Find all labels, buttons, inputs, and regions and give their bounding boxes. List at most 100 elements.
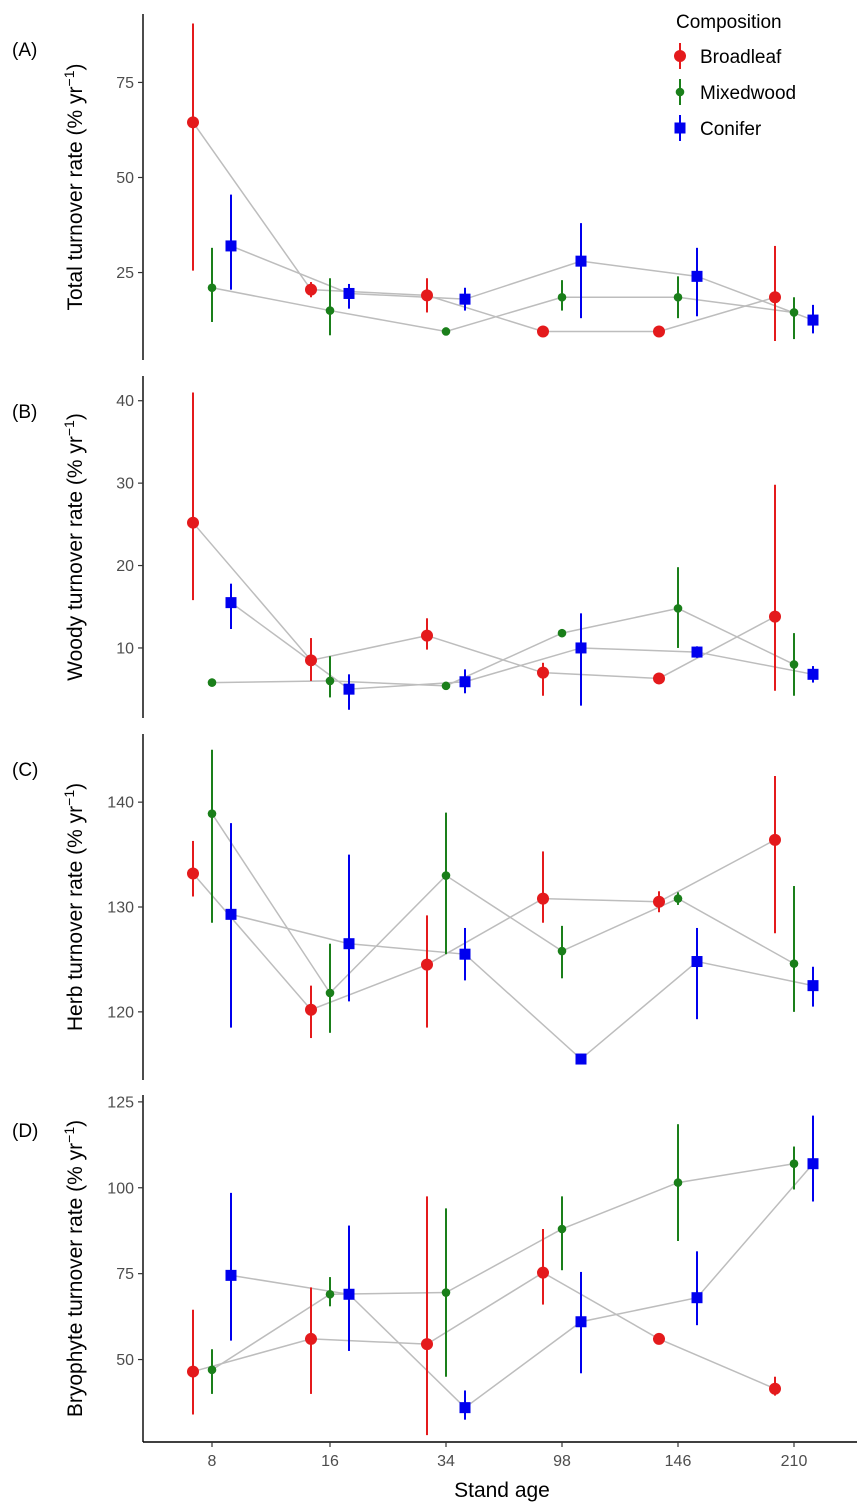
legend-item-conifer: Conifer — [674, 115, 762, 141]
panel-b: 10 20 30 40 (B) Woody turnover rate (% yr−1) — [12, 376, 819, 718]
x-tick-label: 146 — [665, 1453, 692, 1470]
y-tick-label: 75 — [116, 1266, 134, 1283]
data-point-mixedwood — [557, 628, 567, 638]
series-line-broadleaf — [192, 522, 776, 680]
data-point-conifer — [459, 1402, 471, 1414]
y-tick-label: 120 — [107, 1004, 134, 1021]
panel-c: 120 130 140 (C) Herb turnover rate (% yr−1) — [12, 734, 819, 1080]
data-point-mixedwood — [207, 809, 217, 818]
data-point-conifer — [459, 676, 471, 688]
x-tick-label: 34 — [437, 1453, 455, 1470]
legend-label: Mixedwood — [700, 83, 796, 104]
y-axis-title-exponent: −1 — [61, 70, 77, 86]
y-tick-label: 100 — [107, 1180, 134, 1197]
y-axis-title-unit: (% yr — [64, 86, 87, 135]
data-point-mixedwood — [325, 676, 335, 686]
y-tick-label: 75 — [116, 75, 134, 92]
data-point-mixedwood — [789, 959, 799, 968]
data-point-broadleaf — [653, 325, 665, 338]
data-point-broadleaf — [421, 1338, 433, 1351]
data-point-mixedwood — [789, 660, 799, 669]
data-point-mixedwood — [441, 327, 451, 336]
data-point-conifer — [691, 1292, 703, 1304]
panel-tag: (D) — [12, 1121, 38, 1142]
data-point-mixedwood — [673, 292, 683, 302]
y-axis-title-close: ) — [64, 63, 87, 70]
data-point-conifer — [225, 240, 237, 252]
y-tick-label: 10 — [116, 640, 134, 657]
data-point-mixedwood — [207, 678, 217, 687]
y-axis-title-close: ) — [64, 783, 87, 790]
data-point-conifer — [225, 597, 237, 609]
data-point-broadleaf — [653, 895, 665, 908]
data-point-broadleaf — [653, 1332, 665, 1345]
legend-key-marker — [675, 87, 685, 97]
data-point-mixedwood — [441, 681, 451, 691]
y-axis-title-unit: (% yr — [64, 806, 87, 855]
y-axis-title-unit: (% yr — [64, 1143, 87, 1192]
data-point-broadleaf — [305, 654, 317, 667]
data-point-mixedwood — [441, 871, 451, 880]
y-axis-title-text: Woody turnover rate — [64, 491, 87, 681]
data-point-broadleaf — [653, 672, 665, 685]
x-tick-label: 210 — [781, 1453, 808, 1470]
data-point-conifer — [343, 287, 355, 299]
data-point-broadleaf — [421, 289, 433, 302]
y-axis-title-unit: (% yr — [64, 436, 87, 485]
data-point-broadleaf — [305, 1003, 317, 1016]
data-point-broadleaf — [187, 516, 199, 529]
data-point-mixedwood — [557, 1224, 567, 1234]
series-line-broadleaf — [192, 121, 776, 333]
data-point-broadleaf — [537, 892, 549, 905]
data-point-conifer — [225, 1269, 237, 1281]
y-axis-title-text: Herb turnover rate — [64, 861, 87, 1031]
data-point-mixedwood — [789, 1159, 799, 1169]
series-line-broadleaf — [192, 1271, 776, 1390]
legend-key-marker — [674, 50, 686, 62]
data-point-conifer — [343, 1288, 355, 1300]
y-tick-label: 50 — [116, 170, 134, 187]
data-point-conifer — [459, 948, 471, 960]
y-tick-label: 130 — [107, 900, 134, 917]
y-axis-title-exponent: −1 — [61, 1127, 77, 1143]
y-tick-label: 140 — [107, 795, 134, 812]
panel-tag: (B) — [12, 402, 37, 423]
y-axis-title: Herb turnover rate (% yr−1) — [61, 783, 87, 1031]
y-tick-label: 30 — [116, 476, 134, 493]
data-point-broadleaf — [305, 283, 317, 296]
data-point-broadleaf — [421, 958, 433, 971]
y-axis-title-close: ) — [64, 1120, 87, 1127]
data-point-broadleaf — [537, 666, 549, 679]
data-point-broadleaf — [537, 1266, 549, 1279]
legend: Composition Broadleaf Mixedwood Conifer — [674, 12, 796, 141]
legend-title: Composition — [676, 12, 782, 33]
data-point-conifer — [343, 938, 355, 950]
data-point-broadleaf — [769, 291, 781, 304]
data-point-mixedwood — [325, 306, 335, 315]
data-point-broadleaf — [187, 1365, 199, 1378]
data-point-conifer — [691, 956, 703, 968]
data-point-mixedwood — [789, 308, 799, 317]
series-line-mixedwood — [211, 607, 795, 687]
series-line-mixedwood — [211, 287, 795, 333]
x-tick-label: 16 — [321, 1453, 339, 1470]
legend-item-mixedwood: Mixedwood — [675, 79, 796, 105]
data-point-conifer — [459, 293, 471, 305]
data-point-conifer — [575, 1053, 587, 1065]
data-point-conifer — [691, 646, 703, 658]
series-line-conifer — [230, 602, 814, 690]
data-point-mixedwood — [325, 1289, 335, 1299]
data-point-broadleaf — [769, 833, 781, 846]
data-point-mixedwood — [557, 292, 567, 302]
x-axis-title: Stand age — [454, 1479, 550, 1502]
data-point-mixedwood — [673, 604, 683, 613]
data-point-conifer — [691, 270, 703, 282]
data-point-broadleaf — [769, 1382, 781, 1395]
data-point-mixedwood — [441, 1288, 451, 1297]
data-point-conifer — [807, 1158, 819, 1170]
data-point-broadleaf — [421, 629, 433, 642]
data-point-conifer — [807, 980, 819, 992]
y-axis-title-text: Bryophyte turnover rate — [64, 1198, 87, 1417]
data-point-mixedwood — [207, 1365, 217, 1375]
